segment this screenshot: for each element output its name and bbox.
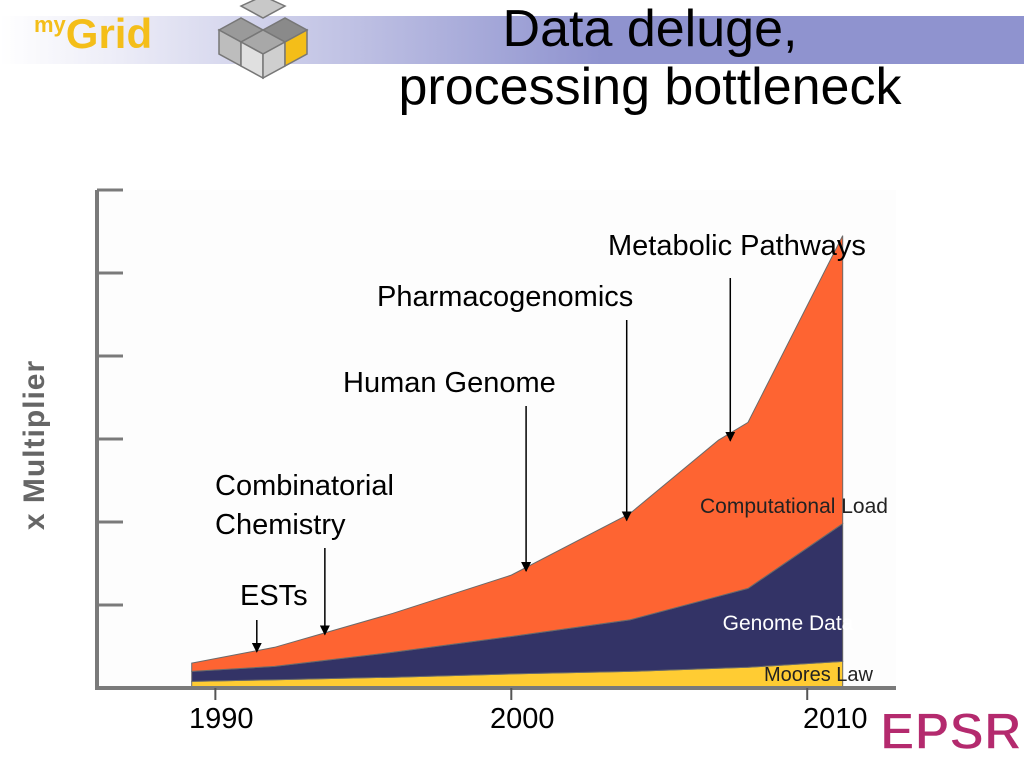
annotation-ests: ESTs <box>240 580 308 612</box>
mygrid-logo: myGrid <box>34 0 314 92</box>
series-label-genome-data: Genome Data <box>722 612 854 635</box>
area-computational-load <box>191 235 844 672</box>
slide-title: Data deluge, processing bottleneck <box>300 0 1000 116</box>
annotation-combinatorial-chemistry: Combinatorial Chemistry <box>215 470 394 541</box>
annotation-metabolic-pathways: Metabolic Pathways <box>608 230 866 262</box>
hexagon-cube-icon <box>217 0 309 80</box>
y-axis-label: x Multiplier <box>18 359 51 531</box>
annotation-human-genome: Human Genome <box>343 367 556 399</box>
title-band <box>0 16 1024 64</box>
x-tick-label-2010: 2010 <box>803 703 868 735</box>
x-tick-label-1990: 1990 <box>189 703 254 735</box>
x-tick-label-2000: 2000 <box>490 703 555 735</box>
epsrc-text: EPSRC <box>880 703 1024 761</box>
logo-grid: Grid <box>65 10 153 57</box>
logo-wordmark: myGrid <box>34 10 152 58</box>
annotation-pharmacogenomics: Pharmacogenomics <box>377 281 634 313</box>
series-label-moores-law: Moores Law <box>764 664 873 686</box>
title-line-2: processing bottleneck <box>398 58 902 116</box>
epsrc-logo: EPSRC <box>879 702 1024 762</box>
title-line-1: Data deluge, <box>502 0 798 58</box>
series-label-computational-load: Computational Load <box>700 495 888 518</box>
logo-my: my <box>34 12 66 37</box>
